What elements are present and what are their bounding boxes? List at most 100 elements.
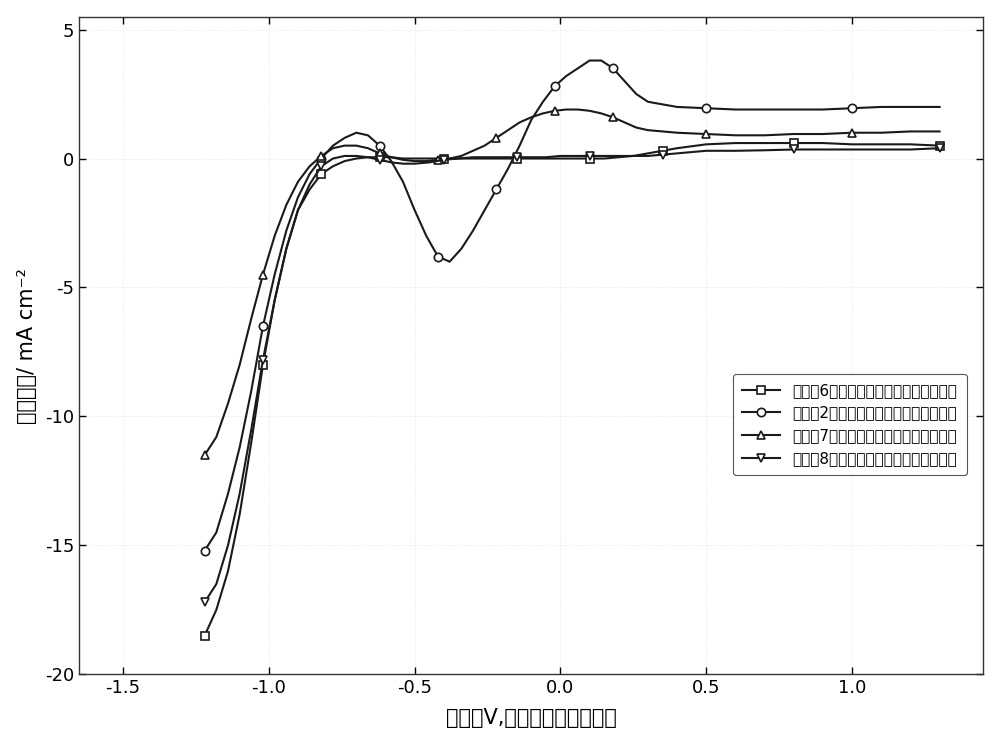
实施例8中的二氧化碳电化学还原催化剂	[554, 151, 566, 160]
实施例2中的二氧化碳电化学还原催化剂	[549, 82, 561, 91]
实施例6中的二氧化碳电化学还原催化剂	[875, 140, 887, 149]
实施例6中的二氧化碳电化学还原催化剂	[374, 153, 386, 162]
实施例2中的二氧化碳电化学还原催化剂	[490, 185, 502, 194]
实施例8中的二氧化碳电化学还原催化剂	[482, 153, 494, 162]
实施例8中的二氧化碳电化学还原催化剂	[759, 146, 771, 155]
实施例8中的二氧化碳电化学还原催化剂	[304, 180, 316, 188]
实施例7中的二氧化碳电化学还原催化剂	[444, 154, 456, 163]
实施例7中的二氧化碳电化学还原催化剂	[700, 130, 712, 139]
实施例6中的二氧化碳电化学还原催化剂	[199, 631, 211, 640]
实施例6中的二氧化碳电化学还原催化剂	[269, 296, 281, 305]
实施例2中的二氧化碳电化学还原催化剂	[537, 98, 549, 107]
实施例6中的二氧化碳电化学还原催化剂	[234, 510, 246, 519]
实施例6中的二氧化碳电化学还原催化剂	[598, 154, 610, 163]
实施例2中的二氧化碳电化学还原催化剂	[210, 528, 222, 537]
实施例8中的二氧化碳电化学还原催化剂	[315, 162, 327, 171]
实施例6中的二氧化碳电化学还原催化剂	[397, 154, 409, 163]
实施例8中的二氧化碳电化学还原催化剂	[700, 146, 712, 155]
实施例6中的二氧化碳电化学还原催化剂	[409, 154, 421, 163]
实施例8中的二氧化碳电化学还原催化剂	[496, 153, 508, 162]
实施例8中的二氧化碳电化学还原催化剂	[362, 153, 374, 162]
实施例6中的二氧化碳电化学还原催化剂	[452, 154, 464, 163]
实施例2中的二氧化碳电化学还原催化剂	[315, 154, 327, 163]
实施例8中的二氧化碳电化学还原催化剂	[613, 151, 625, 160]
实施例8中的二氧化碳电化学还原催化剂	[846, 145, 858, 154]
实施例6中的二氧化碳电化学还原催化剂	[423, 154, 435, 163]
实施例6中的二氧化碳电化学还原催化剂	[671, 144, 683, 153]
实施例2中的二氧化碳电化学还原催化剂	[234, 443, 246, 452]
实施例6中的二氧化碳电化学还原催化剂	[315, 170, 327, 179]
实施例7中的二氧化碳电化学还原催化剂	[409, 156, 421, 165]
实施例2中的二氧化碳电化学还原催化剂	[904, 103, 916, 112]
实施例6中的二氧化碳电化学还原催化剂	[554, 154, 566, 163]
实施例7中的二氧化碳电化学还原催化剂	[630, 123, 642, 132]
实施例8中的二氧化碳电化学还原催化剂	[525, 153, 537, 162]
实施例2中的二氧化碳电化学还原催化剂	[584, 56, 596, 65]
实施例8中的二氧化碳电化学还原催化剂	[817, 145, 829, 154]
实施例8中的二氧化碳电化学还原催化剂	[467, 153, 479, 162]
实施例2中的二氧化碳电化学还原催化剂	[479, 206, 491, 215]
实施例7中的二氧化碳电化学还原催化剂	[280, 200, 292, 209]
实施例6中的二氧化碳电化学还原催化剂	[511, 154, 523, 163]
Line: 实施例7中的二氧化碳电化学还原催化剂: 实施例7中的二氧化碳电化学还原催化剂	[200, 105, 944, 460]
实施例2中的二氧化碳电化学还原催化剂	[630, 89, 642, 98]
实施例7中的二氧化碳电化学还原催化剂	[432, 156, 444, 165]
实施例2中的二氧化碳电化学还原催化剂	[292, 193, 304, 202]
实施例7中的二氧化碳电化学还原催化剂	[584, 107, 596, 115]
实施例6中的二氧化碳电化学还原催化剂	[482, 154, 494, 163]
实施例8中的二氧化碳电化学还原催化剂	[438, 156, 450, 165]
实施例8中的二氧化碳电化学还原催化剂	[904, 145, 916, 154]
实施例2中的二氧化碳电化学还原催化剂	[269, 270, 281, 279]
实施例7中的二氧化碳电化学还原催化剂	[671, 128, 683, 137]
实施例6中的二氧化碳电化学还原催化剂	[304, 185, 316, 194]
实施例2中的二氧化碳电化学还原催化剂	[729, 105, 741, 114]
实施例6中的二氧化碳电化学还原催化剂	[467, 154, 479, 163]
实施例2中的二氧化碳电化学还原催化剂	[455, 244, 467, 253]
实施例8中的二氧化碳电化学还原催化剂	[269, 296, 281, 305]
实施例6中的二氧化碳电化学还原催化剂	[245, 438, 257, 447]
实施例6中的二氧化碳电化学还原催化剂	[540, 154, 552, 163]
实施例6中的二氧化碳电化学还原催化剂	[350, 154, 362, 163]
实施例8中的二氧化碳电化学还原催化剂	[788, 145, 800, 154]
实施例8中的二氧化碳电化学还原催化剂	[339, 151, 351, 160]
实施例8中的二氧化碳电化学还原催化剂	[385, 158, 397, 167]
实施例6中的二氧化碳电化学还原催化剂	[904, 140, 916, 149]
实施例8中的二氧化碳电化学还原催化剂	[642, 151, 654, 160]
实施例6中的二氧化碳电化学还原催化剂	[729, 139, 741, 148]
实施例2中的二氧化碳电化学还原催化剂	[572, 64, 584, 73]
实施例2中的二氧化碳电化学还原催化剂	[257, 322, 269, 331]
实施例7中的二氧化碳电化学还原催化剂	[210, 433, 222, 442]
实施例6中的二氧化碳电化学还原催化剂	[292, 206, 304, 215]
实施例8中的二氧化碳电化学还原催化剂	[671, 149, 683, 158]
实施例2中的二氧化碳电化学还原催化剂	[607, 64, 619, 73]
实施例2中的二氧化碳电化学还原催化剂	[420, 232, 432, 241]
实施例2中的二氧化碳电化学还原催化剂	[304, 170, 316, 179]
实施例8中的二氧化碳电化学还原催化剂	[374, 156, 386, 165]
实施例2中的二氧化碳电化学还原催化剂	[642, 98, 654, 107]
实施例2中的二氧化碳电化学还原催化剂	[374, 141, 386, 150]
实施例2中的二氧化碳电化学还原催化剂	[759, 105, 771, 114]
实施例8中的二氧化碳电化学还原催化剂	[280, 244, 292, 253]
实施例7中的二氧化碳电化学还原催化剂	[904, 127, 916, 136]
实施例8中的二氧化碳电化学还原催化剂	[569, 151, 581, 160]
实施例2中的二氧化碳电化学还原催化剂	[385, 156, 397, 165]
实施例7中的二氧化碳电化学还原催化剂	[846, 128, 858, 137]
Y-axis label: 电流密度/ mA cm⁻²: 电流密度/ mA cm⁻²	[17, 267, 37, 423]
实施例7中的二氧化碳电化学还原催化剂	[222, 399, 234, 408]
实施例7中的二氧化碳电化学还原催化剂	[257, 270, 269, 279]
实施例7中的二氧化碳电化学还原催化剂	[549, 107, 561, 115]
实施例8中的二氧化碳电化学还原催化剂	[245, 425, 257, 434]
实施例8中的二氧化碳电化学还原催化剂	[540, 153, 552, 162]
实施例2中的二氧化碳电化学还原催化剂	[409, 206, 421, 215]
实施例2中的二氧化碳电化学还原催化剂	[245, 386, 257, 395]
实施例2中的二氧化碳电化学还原催化剂	[199, 546, 211, 555]
实施例6中的二氧化碳电化学还原催化剂	[642, 149, 654, 158]
实施例6中的二氧化碳电化学还原催化剂	[627, 151, 639, 160]
实施例6中的二氧化碳电化学还原催化剂	[788, 139, 800, 148]
实施例8中的二氧化碳电化学还原催化剂	[452, 154, 464, 163]
实施例6中的二氧化碳电化学还原催化剂	[257, 361, 269, 370]
实施例6中的二氧化碳电化学还原催化剂	[700, 140, 712, 149]
实施例2中的二氧化碳电化学还原催化剂	[397, 177, 409, 186]
实施例8中的二氧化碳电化学还原催化剂	[627, 151, 639, 160]
实施例2中的二氧化碳电化学还原催化剂	[339, 133, 351, 142]
